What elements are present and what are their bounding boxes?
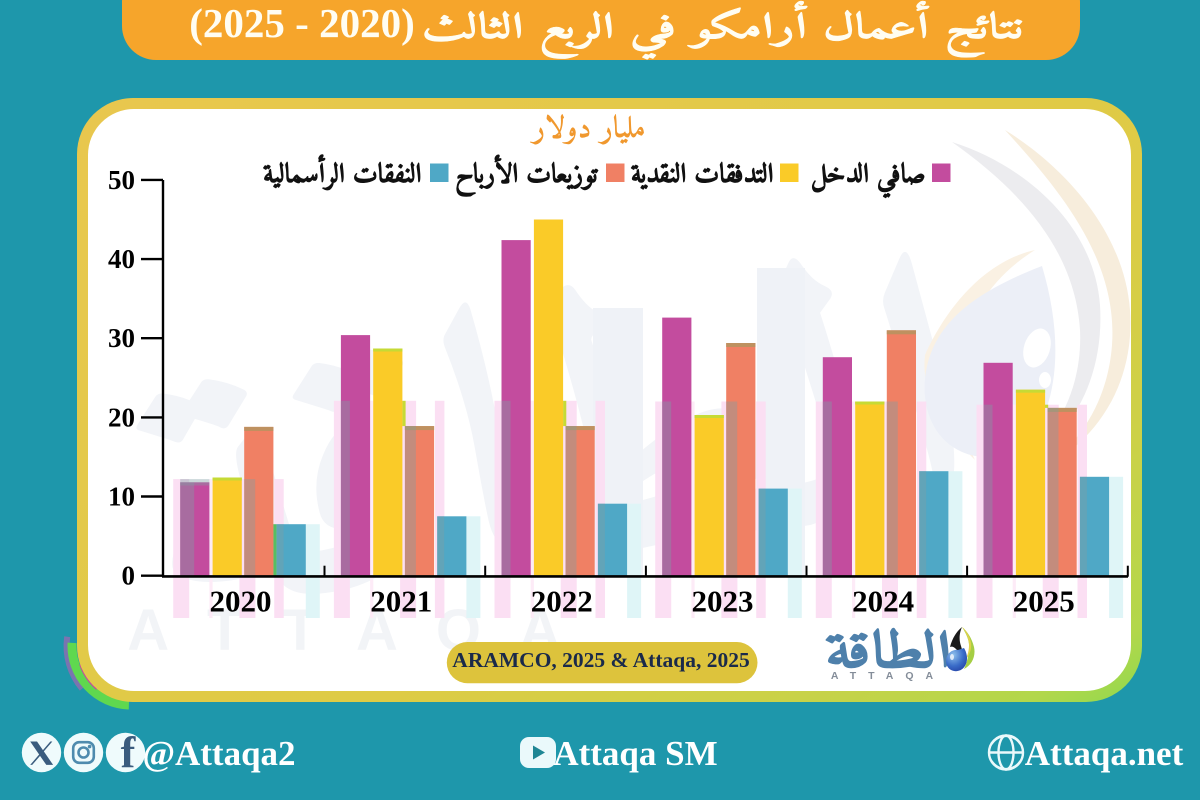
svg-text:50: 50 <box>108 165 135 195</box>
svg-text:ARAMCO, 2025 & Attaqa, 2025: ARAMCO, 2025 & Attaqa, 2025 <box>452 648 749 672</box>
svg-text:30: 30 <box>108 323 135 353</box>
svg-text:40: 40 <box>108 244 135 274</box>
svg-text:@Attaqa2: @Attaqa2 <box>142 734 295 773</box>
svg-text:2024: 2024 <box>852 584 914 619</box>
svg-text:(2025 - 2020): (2025 - 2020) <box>189 0 414 46</box>
svg-text:10: 10 <box>108 482 135 512</box>
svg-text:Attaqa SM: Attaqa SM <box>553 734 717 773</box>
svg-text:2021: 2021 <box>370 584 432 619</box>
svg-text:f: f <box>121 728 137 777</box>
svg-text:0: 0 <box>122 561 136 591</box>
svg-text:ATTAQA: ATTAQA <box>831 670 945 682</box>
svg-text:Attaqa.net: Attaqa.net <box>1025 734 1184 773</box>
svg-text:20: 20 <box>108 402 135 432</box>
svg-text:2022: 2022 <box>531 584 593 619</box>
svg-text:2025: 2025 <box>1013 584 1075 619</box>
svg-text:2020: 2020 <box>210 584 272 619</box>
svg-text:2023: 2023 <box>692 584 754 619</box>
